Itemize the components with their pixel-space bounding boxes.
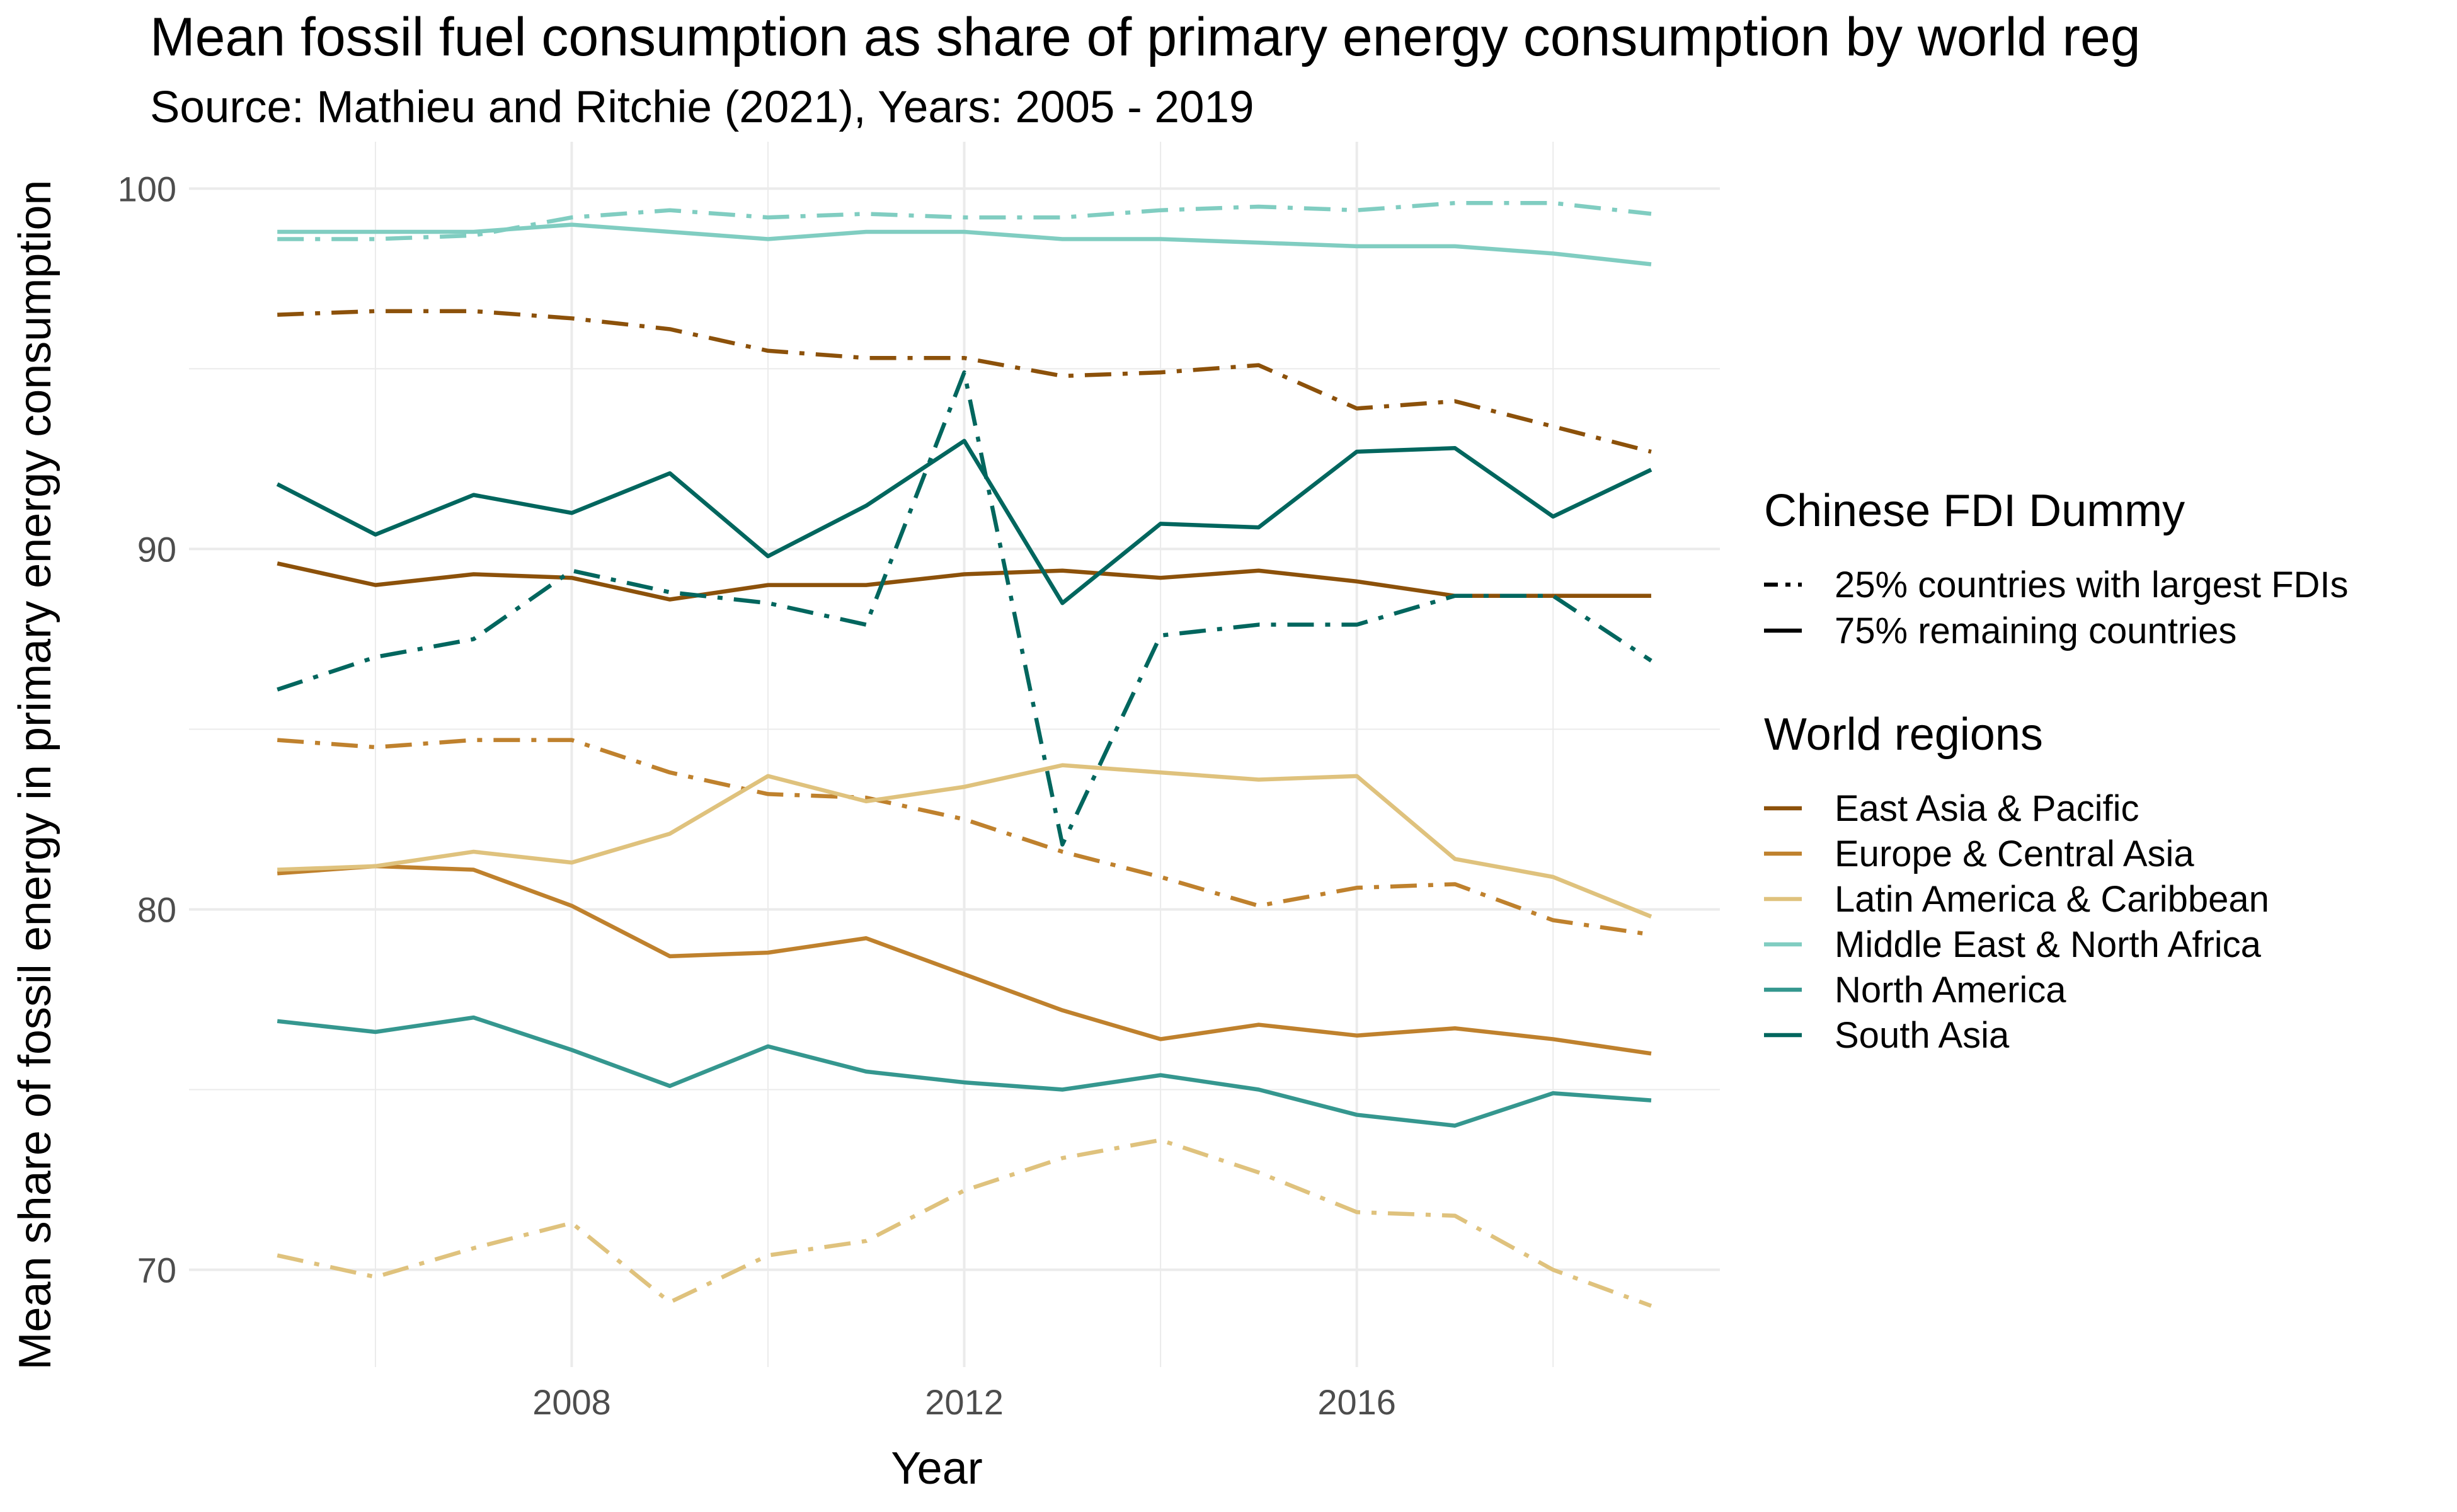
- y-tick-label: 90: [137, 529, 176, 569]
- legend-title-regions: World regions: [1764, 709, 2043, 760]
- legend-label-region: Middle East & North Africa: [1835, 924, 2262, 965]
- series-line: [277, 561, 1651, 602]
- series-line: [277, 738, 1652, 937]
- series-line: [277, 864, 1652, 1056]
- legend-label-linetype: 75% remaining countries: [1835, 610, 2236, 651]
- legend-label-region: Europe & Central Asia: [1835, 833, 2194, 874]
- series-line: [277, 201, 1652, 241]
- legend-label-region: East Asia & Pacific: [1835, 788, 2139, 829]
- y-axis-title: Mean share of fossil energy in primary e…: [10, 180, 60, 1370]
- x-axis-title: Year: [891, 1443, 982, 1494]
- series-line: [277, 370, 1652, 847]
- series-lines: [276, 201, 1652, 1308]
- legend-label-region: North America: [1835, 970, 2066, 1011]
- legend: Chinese FDI Dummy 25% countries with larg…: [1764, 486, 2349, 1056]
- y-tick-label: 100: [118, 169, 176, 209]
- legend-label-linetype: 25% countries with largest FDIs: [1835, 564, 2349, 605]
- legend-title-linetype: Chinese FDI Dummy: [1764, 486, 2185, 536]
- chart-subtitle: Source: Mathieu and Ritchie (2021), Year…: [150, 83, 1254, 132]
- legend-label-region: Latin America & Caribbean: [1835, 879, 2269, 920]
- series-line: [277, 309, 1652, 454]
- x-tick-label: 2016: [1317, 1382, 1396, 1422]
- grid-lines: [189, 142, 1720, 1367]
- y-tick-label: 80: [137, 890, 176, 929]
- y-tick-label: 70: [137, 1251, 176, 1290]
- x-tick-label: 2008: [532, 1382, 611, 1422]
- series-line: [277, 763, 1652, 919]
- y-axis-ticks: 70 80 90 100: [118, 169, 176, 1290]
- x-tick-label: 2012: [925, 1382, 1004, 1422]
- chart-title: Mean fossil fuel consumption as share of…: [150, 7, 2141, 67]
- series-line: [276, 438, 1652, 605]
- x-axis-ticks: 2008 2012 2016: [532, 1382, 1396, 1422]
- series-line: [277, 1015, 1652, 1128]
- legend-label-region: South Asia: [1835, 1015, 2010, 1056]
- series-line: [277, 1138, 1652, 1308]
